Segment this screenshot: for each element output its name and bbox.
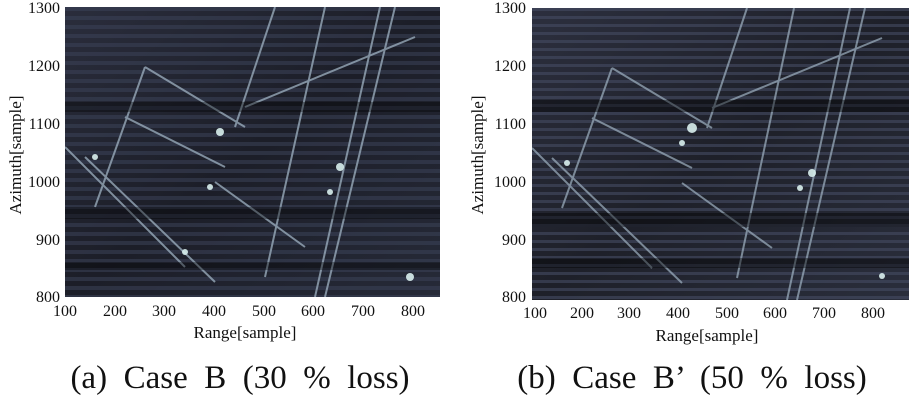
x-tick-label: 400: [666, 305, 690, 322]
x-tick-label: 400: [202, 303, 226, 320]
sar-image-texture: [532, 8, 909, 300]
x-tick-label: 800: [401, 303, 425, 320]
x-tick-label: 600: [301, 303, 325, 320]
y-tick-label: 1000: [494, 174, 526, 191]
sar-image-texture: [65, 7, 440, 297]
y-tick-label: 800: [36, 289, 60, 306]
x-axis-label: Range[sample]: [193, 323, 297, 342]
x-tick-label: 300: [152, 303, 176, 320]
y-tick-label: 1200: [494, 58, 526, 75]
x-tick-label: 700: [351, 303, 375, 320]
panel-caption: (b) Case B’ (50 % loss): [517, 360, 867, 396]
x-tick-label: 100: [53, 303, 77, 320]
x-axis-label: Range[sample]: [655, 326, 759, 345]
sar-image: [65, 7, 440, 297]
x-tick-label: 100: [523, 305, 547, 322]
x-tick-label: 700: [812, 305, 836, 322]
y-tick-label: 1300: [494, 0, 526, 17]
x-tick-label: 500: [252, 303, 276, 320]
y-tick-label: 1100: [28, 116, 60, 133]
y-axis-label: Azimuth[sample]: [6, 95, 25, 215]
y-tick-label: 900: [36, 232, 60, 249]
x-tick-label: 800: [861, 305, 885, 322]
y-tick-label: 900: [502, 232, 526, 249]
y-tick-label: 1000: [28, 174, 60, 191]
x-tick-label: 200: [570, 305, 594, 322]
x-tick-label: 300: [617, 305, 641, 322]
panel-a: Azimuth[sample] 1300 1200 1100 1000 900 …: [0, 0, 450, 406]
sar-image: [532, 8, 909, 300]
y-tick-label: 1300: [28, 0, 60, 17]
panel-caption: (a) Case B (30 % loss): [70, 360, 410, 396]
panel-b: Azimuth[sample] 1300 1200 1100 1000 900 …: [462, 0, 915, 406]
x-tick-label: 500: [715, 305, 739, 322]
x-tick-label: 600: [763, 305, 787, 322]
y-tick-label: 1200: [28, 58, 60, 75]
y-tick-label: 800: [502, 289, 526, 306]
y-tick-label: 1100: [494, 116, 526, 133]
x-tick-label: 200: [103, 303, 127, 320]
y-axis-label: Azimuth[sample]: [468, 95, 487, 215]
